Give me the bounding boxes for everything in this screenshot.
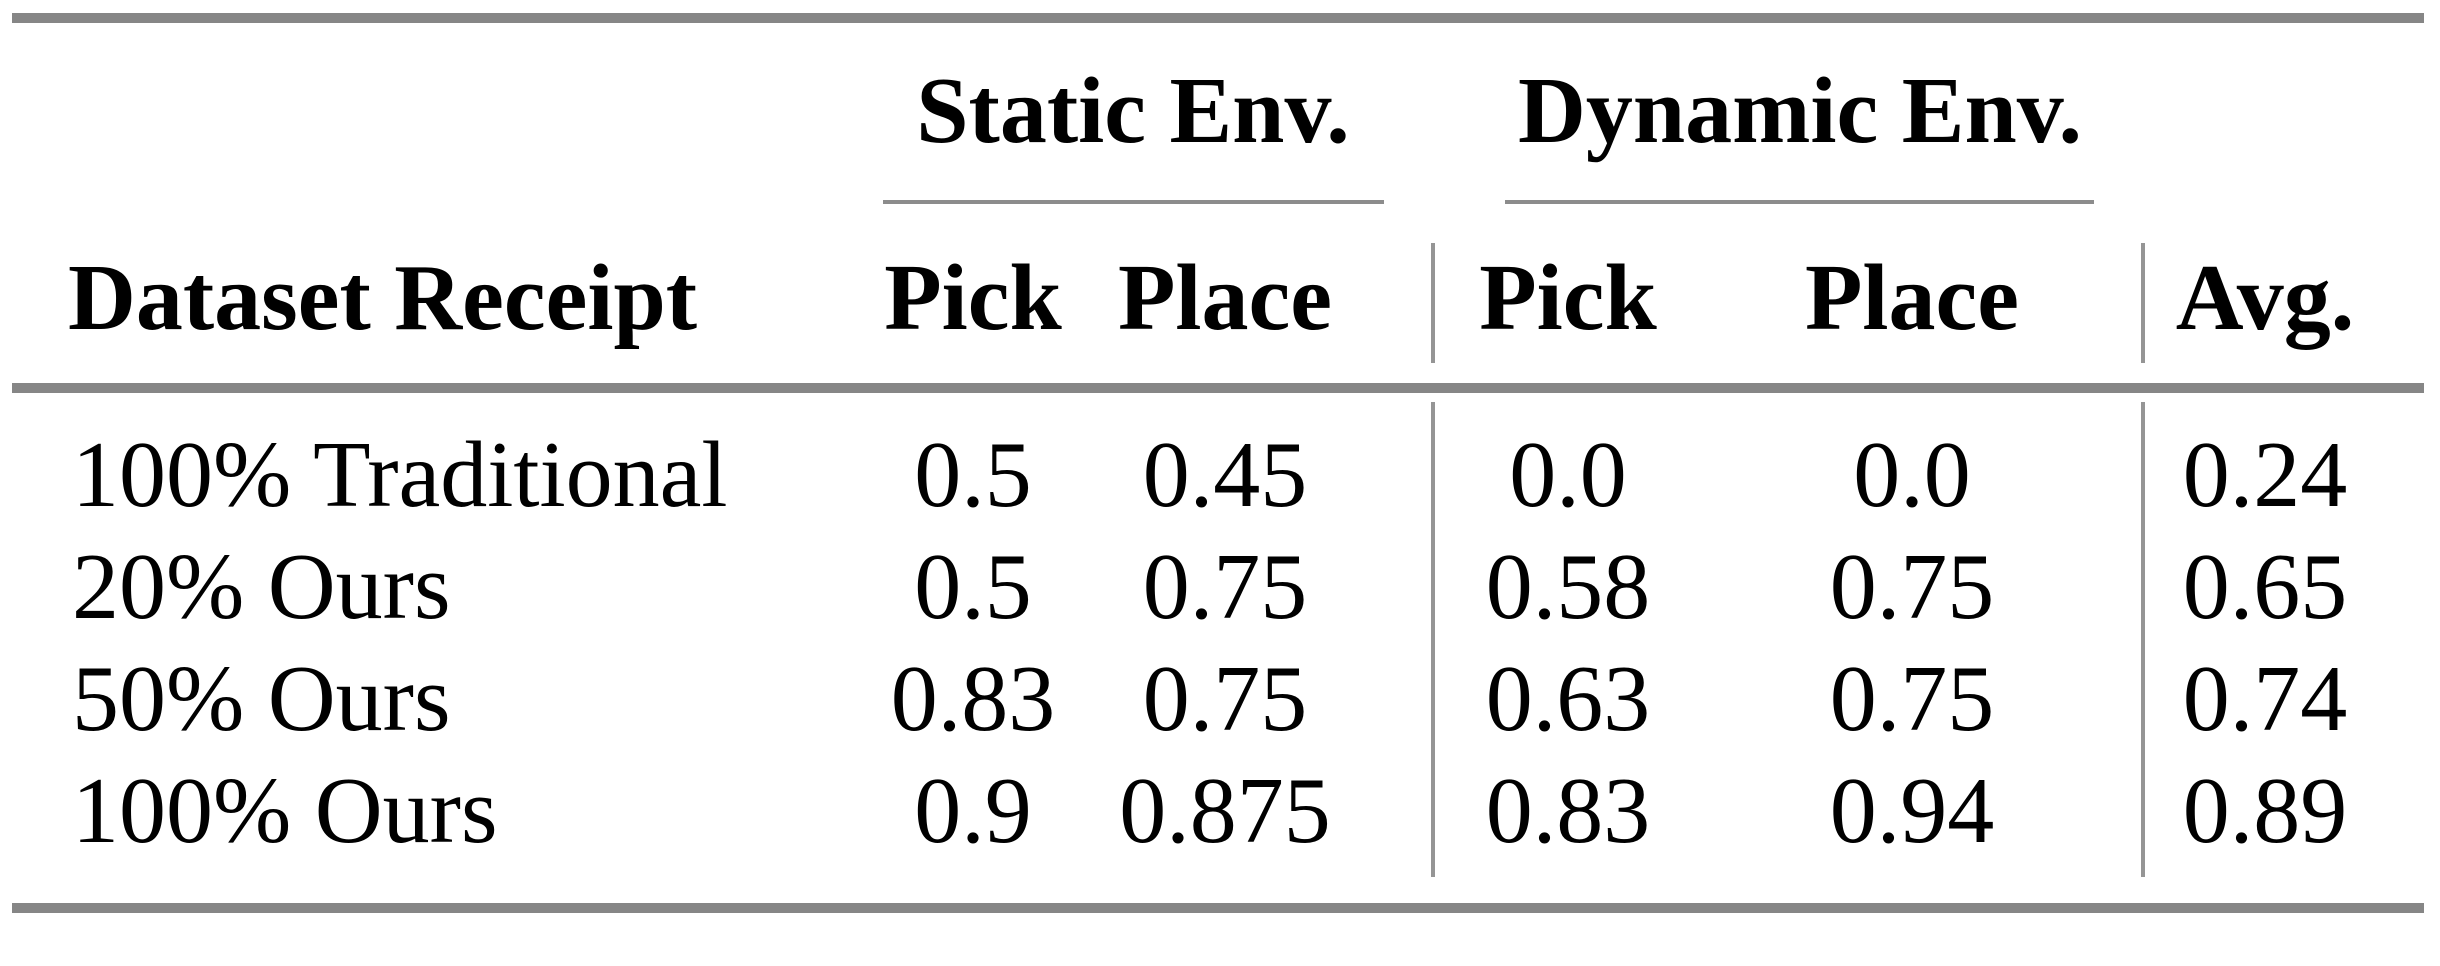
top-rule [12, 13, 2424, 23]
cell-avg: 0.74 [2182, 647, 2348, 751]
row-label: 20% Ours [72, 535, 451, 639]
cell-static-pick: 0.5 [914, 423, 1032, 527]
bottom-rule [12, 903, 2424, 913]
cell-dynamic-pick: 0.58 [1485, 535, 1651, 639]
col-header-static-place: Place [1118, 246, 1332, 350]
cell-dynamic-place: 0.94 [1829, 759, 1995, 863]
cell-avg: 0.24 [2182, 423, 2348, 527]
row-label: 50% Ours [72, 647, 451, 751]
vertical-divider-dynamic-avg-header [2141, 243, 2145, 363]
col-header-avg: Avg. [2175, 246, 2355, 350]
vertical-divider-dynamic-avg-body [2141, 402, 2145, 877]
cell-static-place: 0.75 [1142, 535, 1308, 639]
cell-static-pick: 0.9 [914, 759, 1032, 863]
mid-rule [12, 383, 2424, 393]
cell-dynamic-place: 0.75 [1829, 647, 1995, 751]
cell-static-place: 0.45 [1142, 423, 1308, 527]
table-row: 50% Ours 0.83 0.75 0.63 0.75 0.74 [0, 652, 2440, 746]
cell-static-place: 0.75 [1142, 647, 1308, 751]
col-header-dynamic-pick: Pick [1479, 246, 1657, 350]
cell-static-pick: 0.83 [890, 647, 1056, 751]
cell-static-pick: 0.5 [914, 535, 1032, 639]
vertical-divider-static-dynamic-header [1431, 243, 1435, 363]
col-header-dataset-receipt: Dataset Receipt [68, 246, 698, 350]
group-header-static-env: Static Env. [916, 59, 1350, 163]
cell-dynamic-place: 0.75 [1829, 535, 1995, 639]
dynamic-env-underline [1505, 200, 2094, 204]
cell-dynamic-place: 0.0 [1853, 423, 1971, 527]
row-label: 100% Ours [72, 759, 498, 863]
cell-static-place: 0.875 [1119, 759, 1331, 863]
cell-dynamic-pick: 0.63 [1485, 647, 1651, 751]
cell-avg: 0.89 [2182, 759, 2348, 863]
cell-dynamic-pick: 0.0 [1509, 423, 1627, 527]
cell-avg: 0.65 [2182, 535, 2348, 639]
col-header-static-pick: Pick [884, 246, 1062, 350]
vertical-divider-static-dynamic-body [1431, 402, 1435, 877]
table-row: 20% Ours 0.5 0.75 0.58 0.75 0.65 [0, 540, 2440, 634]
row-label: 100% Traditional [72, 423, 728, 527]
table-row: 100% Traditional 0.5 0.45 0.0 0.0 0.24 [0, 428, 2440, 522]
static-env-underline [883, 200, 1384, 204]
table-row: 100% Ours 0.9 0.875 0.83 0.94 0.89 [0, 764, 2440, 858]
column-header-row: Dataset Receipt Pick Place Pick Place Av… [0, 251, 2440, 345]
cell-dynamic-pick: 0.83 [1485, 759, 1651, 863]
group-header-dynamic-env: Dynamic Env. [1517, 59, 2083, 163]
col-header-dynamic-place: Place [1805, 246, 2019, 350]
